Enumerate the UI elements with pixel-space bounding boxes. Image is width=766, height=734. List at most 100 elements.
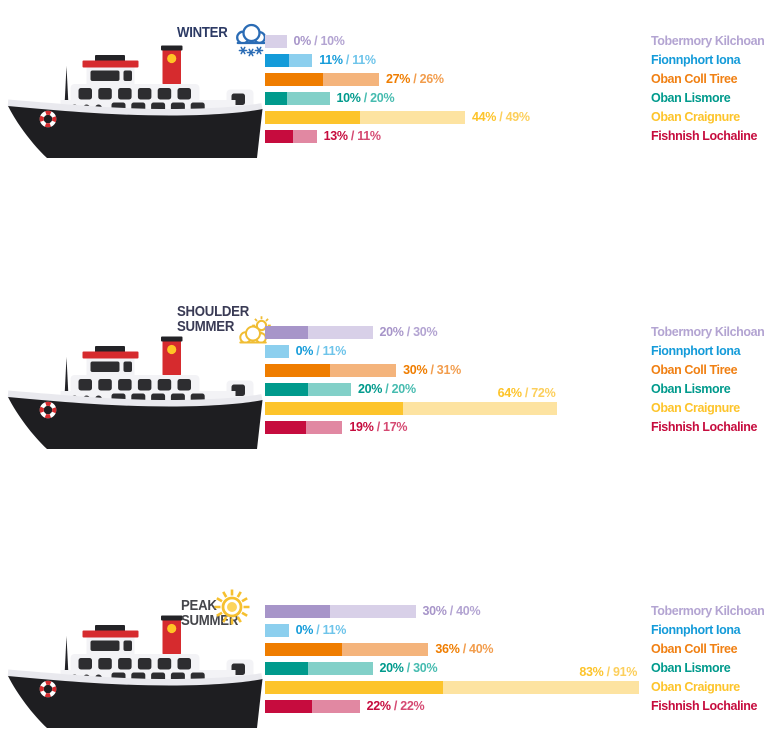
season-title-peak-line2: SUMMER: [181, 612, 239, 629]
route-label-oban-craignure: Oban Craignure: [651, 401, 740, 415]
season-title-shoulder-line1: SHOULDER: [177, 303, 249, 320]
bar-value-label: 27% / 26%: [386, 73, 444, 86]
ferry-illustration-shoulder-summer: [7, 335, 263, 455]
value2-text: 30%: [413, 325, 438, 339]
bar-segment-value1: [265, 402, 403, 415]
bar-segment-value2: [323, 73, 379, 86]
route-label-oban-lismore: Oban Lismore: [651, 382, 731, 396]
bar-segment-value1: [265, 92, 287, 105]
bar-value-label: 11% / 11%: [319, 53, 376, 67]
value-separator: /: [347, 129, 358, 143]
route-label-oban-lismore: Oban Lismore: [651, 91, 731, 105]
value2-text: 10%: [320, 34, 345, 48]
bar-segment-value1: [265, 73, 324, 86]
bar-segment-value1: [265, 700, 313, 713]
bar-value-label: 20% / 30%: [380, 326, 438, 339]
bar-value-label: 83% / 91%: [579, 666, 637, 679]
bar-value-label: 19% / 17%: [349, 421, 407, 434]
value1-text: 20%: [379, 325, 404, 339]
bar-segment-value1: [265, 111, 360, 124]
bar-segment-value2: [265, 624, 289, 637]
ferry-illustration-peak-summer: [7, 614, 263, 734]
value1-text: 27%: [385, 72, 411, 86]
bar-row-winter-oban-coll-tiree: 27% / 26%: [265, 73, 444, 86]
bar-segment-value2: [443, 681, 640, 694]
bar-segment-value1: [265, 605, 330, 618]
bar-value-label: 64% / 72%: [498, 387, 556, 400]
value2-text: 11%: [352, 53, 376, 67]
value-separator: /: [403, 325, 414, 339]
value2-text: 11%: [322, 344, 347, 358]
bar-row-peak-summer-tobermory-kilchoan: 30% / 40%: [265, 605, 481, 618]
bar-row-shoulder-summer-tobermory-kilchoan: 20% / 30%: [265, 326, 438, 339]
route-label-oban-craignure: Oban Craignure: [651, 680, 740, 694]
bar-row-winter-fishnish-lochaline: 13% / 11%: [265, 130, 381, 143]
value-separator: /: [313, 623, 323, 637]
bar-row-shoulder-summer-oban-craignure: 64% / 72%: [265, 387, 558, 415]
value2-text: 72%: [531, 386, 556, 400]
bar-row-peak-summer-fishnish-lochaline: 22% / 22%: [265, 700, 425, 713]
bar-row-shoulder-summer-fionnphort-iona: 0% / 11%: [265, 345, 346, 358]
bar-value-label: 0% / 11%: [296, 344, 347, 358]
bar-segment-value2: [308, 383, 351, 396]
value-separator: /: [521, 386, 532, 400]
value-separator: /: [310, 34, 321, 48]
bar-segment-value2: [329, 364, 397, 377]
bar-segment-value2: [265, 35, 287, 48]
value-separator: /: [446, 604, 457, 618]
bar-segment-value2: [359, 111, 465, 124]
route-label-tobermory-kilchoan: Tobermory Kilchoan: [651, 604, 765, 618]
bar-value-label: 30% / 31%: [403, 364, 461, 377]
value1-text: 20%: [379, 661, 404, 675]
route-label-fishnish-lochaline: Fishnish Lochaline: [651, 129, 758, 143]
value1-text: 11%: [319, 53, 343, 67]
value2-text: 40%: [469, 642, 494, 656]
value2-text: 11%: [357, 129, 381, 143]
value-separator: /: [403, 661, 414, 675]
bar-segment-value2: [402, 402, 558, 415]
bar-row-shoulder-summer-oban-lismore: 20% / 20%: [265, 383, 416, 396]
bar-value-label: 22% / 22%: [367, 700, 425, 713]
bar-value-label: 20% / 20%: [358, 383, 416, 396]
bar-segment-value1: [265, 54, 289, 67]
value-separator: /: [496, 110, 506, 124]
bar-value-label: 36% / 40%: [435, 643, 493, 656]
value1-text: 0%: [295, 623, 314, 637]
value-separator: /: [313, 344, 323, 358]
bar-row-winter-oban-craignure: 44% / 49%: [265, 111, 530, 124]
sun-icon: [214, 589, 250, 625]
value1-text: 36%: [435, 642, 460, 656]
bar-value-label: 0% / 11%: [295, 623, 347, 637]
value1-text: 13%: [323, 129, 348, 143]
bar-segment-value1: [265, 662, 308, 675]
route-label-oban-coll-tiree: Oban Coll Tiree: [651, 642, 738, 656]
bar-segment-value2: [342, 643, 429, 656]
bar-segment-value2: [308, 326, 373, 339]
route-label-oban-coll-tiree: Oban Coll Tiree: [651, 363, 738, 377]
route-label-tobermory-kilchoan: Tobermory Kilchoan: [651, 325, 765, 339]
value2-text: 26%: [419, 72, 444, 86]
bar-row-peak-summer-fionnphort-iona: 0% / 11%: [265, 624, 346, 637]
season-title-winter: WINTER: [177, 24, 228, 41]
bar-segment-value1: [265, 681, 444, 694]
value-separator: /: [360, 91, 371, 105]
bar-segment-value2: [288, 54, 313, 67]
value-separator: /: [459, 642, 470, 656]
bar-segment-value2: [265, 345, 289, 358]
value1-text: 0%: [293, 34, 312, 48]
bar-row-winter-tobermory-kilchoan: 0% / 10%: [265, 35, 345, 48]
bar-value-label: 44% / 49%: [472, 111, 530, 124]
value2-text: 30%: [413, 661, 438, 675]
value2-text: 91%: [612, 665, 638, 679]
bar-segment-value1: [265, 326, 308, 339]
route-label-tobermory-kilchoan: Tobermory Kilchoan: [651, 34, 765, 48]
value1-text: 44%: [471, 110, 497, 124]
bar-segment-value1: [265, 383, 308, 396]
value2-text: 49%: [505, 110, 530, 124]
value2-text: 20%: [391, 382, 416, 396]
value-separator: /: [410, 72, 420, 86]
bar-segment-value1: [265, 421, 306, 434]
bar-row-winter-fionnphort-iona: 11% / 11%: [265, 54, 376, 67]
bar-segment-value2: [292, 130, 317, 143]
